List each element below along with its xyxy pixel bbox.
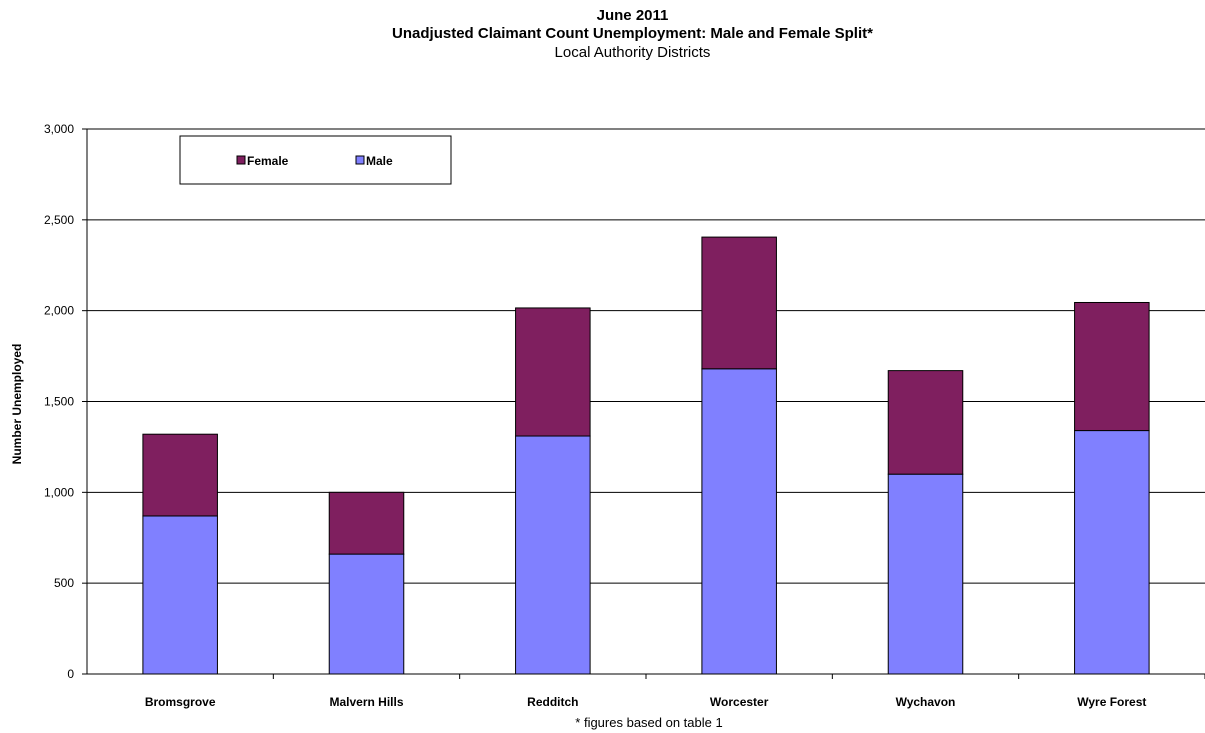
axes [82, 128, 1205, 679]
legend-swatch-female [236, 155, 246, 165]
bar-male [515, 435, 591, 675]
y-tick-label: 3,000 [44, 122, 74, 136]
bar-female [142, 433, 218, 517]
bar-male [142, 515, 218, 675]
gridlines [87, 128, 1205, 584]
bar-female [515, 307, 591, 437]
bar-female [328, 491, 405, 555]
y-tick-label: 1,500 [44, 395, 74, 409]
x-tick-label: Bromsgrove [145, 695, 216, 709]
bar-male [328, 553, 405, 675]
legend-label-female: Female [247, 154, 289, 168]
x-tick-label: Malvern Hills [329, 695, 403, 709]
y-tick-label: 2,000 [44, 304, 74, 318]
chart-title: June 2011 [596, 7, 669, 24]
bars [142, 236, 1150, 675]
footnote: * figures based on table 1 [575, 715, 722, 730]
bar-female [887, 370, 964, 475]
legend-box [179, 135, 452, 185]
y-tick-label: 1,000 [44, 485, 74, 499]
legend-swatch-male [355, 155, 365, 165]
bar-male [1074, 430, 1150, 675]
x-tick-label: Wyre Forest [1077, 695, 1146, 709]
y-tick-label: 500 [54, 576, 74, 590]
y-tick-label: 2,500 [44, 213, 74, 227]
legend: Female Male [179, 135, 452, 185]
chart-subtitle-2: Local Authority Districts [554, 44, 711, 61]
bar-female [1074, 301, 1150, 432]
bar-male [701, 368, 777, 675]
bar-male [887, 473, 964, 675]
legend-label-male: Male [366, 154, 393, 168]
y-tick-label: 0 [67, 667, 74, 681]
x-tick-label: Wychavon [896, 695, 956, 709]
chart-title-block: June 2011 Unadjusted Claimant Count Unem… [0, 7, 1205, 62]
axis-labels: 0 500 1,000 1,500 2,000 2,500 3,000 Bromsgrove M… [44, 122, 1146, 709]
bar-female [701, 236, 777, 370]
chart-subtitle: Unadjusted Claimant Count Unemployment: … [392, 25, 873, 42]
x-tick-label: Worcester [710, 695, 769, 709]
y-axis-label: Number Unemployed [10, 344, 24, 465]
x-tick-label: Redditch [527, 695, 578, 709]
